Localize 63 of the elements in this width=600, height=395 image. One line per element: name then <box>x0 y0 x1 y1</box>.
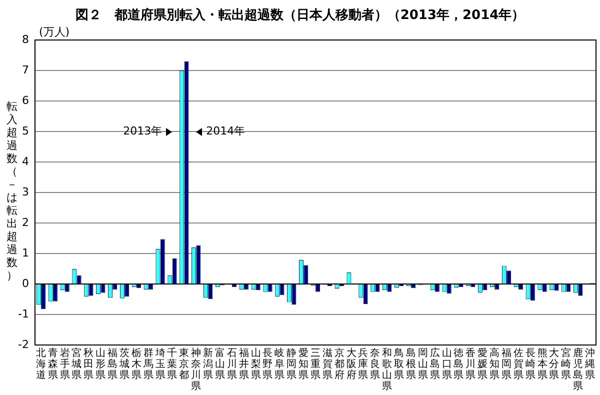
x-tick-label: 青森県 <box>48 347 58 382</box>
x-tick-label: 岡山県 <box>418 348 428 382</box>
x-tick-label: 滋賀県 <box>322 347 332 382</box>
y-tick-label: 6 <box>22 94 29 107</box>
y-tick-label: 0 <box>22 276 29 290</box>
x-tick-label: 和歌山県 <box>382 347 392 392</box>
x-tick-label: 大阪府 <box>346 347 356 382</box>
text: 転入超過数（－は転出超過数） <box>6 100 18 282</box>
x-tick-label: 福島県 <box>108 347 118 382</box>
x-tick-label: 熊本県 <box>537 347 548 382</box>
x-tick-label: 石川県 <box>226 348 237 382</box>
y-tick-label: 5 <box>22 124 29 138</box>
x-tick-label: 山口県 <box>442 347 452 382</box>
y-tick-label: -2 <box>18 338 29 351</box>
x-tick-label: 長野県 <box>262 348 273 382</box>
y-tick-label: 1 <box>22 246 29 260</box>
x-tick-label: 福井県 <box>238 347 249 382</box>
x-tick-label: 神奈川県 <box>191 347 202 392</box>
series-label: 2014年 <box>206 124 246 138</box>
series-label: 2013年 <box>123 124 162 138</box>
x-tick-label: 宮城県 <box>70 347 82 382</box>
x-tick-label: 島根県 <box>406 347 416 382</box>
x-tick-label: 岩手県 <box>60 347 70 382</box>
x-tick-label: 宮崎県 <box>561 347 572 382</box>
x-tick-label: 群馬県 <box>142 347 154 382</box>
x-tick-label: 鹿児島県 <box>573 347 584 392</box>
x-tick-label: 香川県 <box>466 347 476 382</box>
x-tick-label: 茨城県 <box>118 347 130 382</box>
y-tick-label: 3 <box>22 185 29 198</box>
x-tick-label: 山梨県 <box>250 347 261 382</box>
x-tick-label: 長崎県 <box>525 348 536 382</box>
y-tick-label: 4 <box>22 154 29 168</box>
x-tick-label: 徳島県 <box>454 348 464 382</box>
x-tick-label: 千葉県 <box>167 347 178 382</box>
x-tick-label: 京都府 <box>334 347 344 382</box>
x-tick-label: 富山県 <box>214 347 225 382</box>
x-tick-label: 広島県 <box>430 347 440 382</box>
x-tick-label: 三重県 <box>310 348 320 382</box>
y-tick-label: 8 <box>22 32 29 46</box>
x-tick-label: 鳥取県 <box>393 347 404 382</box>
x-tick-label: 愛知県 <box>298 347 309 382</box>
x-tick-label: 奈良県 <box>370 348 380 382</box>
x-tick-label: 埼玉県 <box>154 347 166 382</box>
x-tick-label: 兵庫県 <box>358 347 368 382</box>
y-tick-label: 7 <box>22 63 29 76</box>
text: (万人) <box>38 25 70 38</box>
x-tick-label: 静岡県 <box>286 347 297 382</box>
chart-title: 図２ 都道府県別転入・転出超過数（日本人移動者）（2013年，2014年） <box>74 6 526 24</box>
x-tick-label: 新潟県 <box>203 347 214 382</box>
y-tick-label: -1 <box>18 307 29 320</box>
x-tick-label: 秋田県 <box>84 347 94 382</box>
x-tick-label: 愛媛県 <box>478 347 488 382</box>
x-tick-label: 佐賀県 <box>513 348 524 382</box>
x-tick-label: 北海道 <box>36 347 46 382</box>
x-tick-label: 高知県 <box>490 347 500 382</box>
x-tick-label: 福岡県 <box>501 347 512 382</box>
x-tick-label: 栃木県 <box>131 347 142 382</box>
x-tick-label: 岐阜県 <box>274 347 285 382</box>
x-tick-label: 大分県 <box>549 347 560 382</box>
y-tick-label: 2 <box>22 216 29 229</box>
x-tick-label: 山形県 <box>96 347 106 382</box>
x-tick-label: 東京都 <box>179 347 190 382</box>
x-tick-label: 沖縄県 <box>584 347 596 382</box>
